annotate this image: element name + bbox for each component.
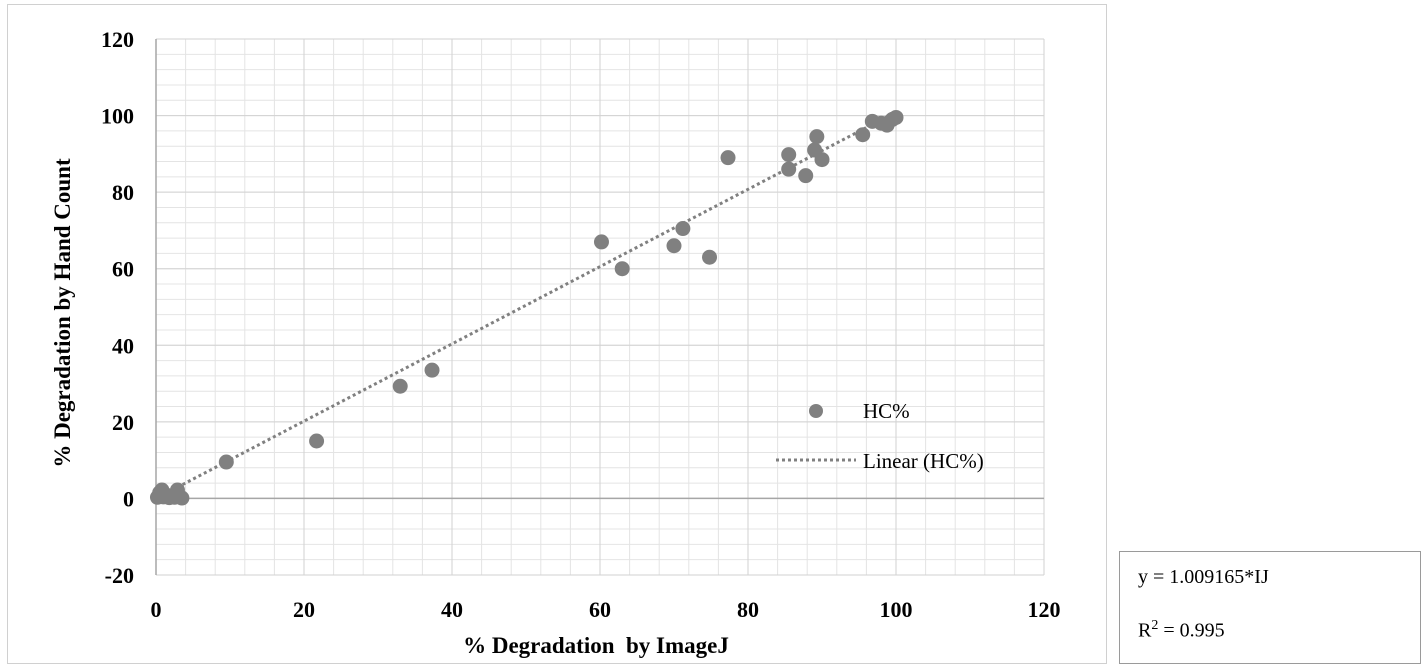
x-tick-label: 100: [880, 597, 913, 622]
legend-marker-hc: [809, 404, 823, 418]
legend-label-hc: HC%: [863, 399, 910, 423]
data-point: [675, 221, 691, 237]
data-point: [593, 234, 609, 250]
trendline-equation-box: y = 1.009165*IJ R2 = 0.995: [1119, 551, 1421, 664]
trendline: [155, 110, 897, 500]
r-squared-exponent: 2: [1151, 618, 1159, 633]
y-axis-title: % Degradation by Hand Count: [50, 158, 75, 468]
data-point: [814, 152, 830, 168]
y-tick-label: 80: [112, 180, 134, 205]
trendline-equation: y = 1.009165*IJ: [1138, 566, 1269, 588]
x-tick-label: 80: [737, 597, 759, 622]
y-tick-label: -20: [105, 563, 134, 588]
chart-frame: 0 20 40 60 80 100 120 -20 0 20 40 60 80 100 120 % Degr…: [7, 4, 1107, 664]
y-tick-label: 0: [123, 486, 134, 511]
data-point: [809, 129, 825, 145]
data-point: [309, 433, 325, 449]
data-point: [392, 378, 408, 394]
x-tick-label: 120: [1028, 597, 1061, 622]
r-squared-label: R2 = 0.995: [1138, 618, 1225, 643]
y-tick-label: 60: [112, 257, 134, 282]
x-tick-label: 0: [151, 597, 162, 622]
data-point: [702, 249, 718, 265]
x-tick-label: 40: [441, 597, 463, 622]
y-tick-label: 100: [101, 104, 134, 129]
r-squared-value: = 0.995: [1163, 619, 1225, 642]
data-point: [174, 490, 190, 506]
scatter-chart: 0 20 40 60 80 100 120 -20 0 20 40 60 80 100 120 % Degr…: [50, 27, 1061, 658]
data-point: [720, 150, 736, 166]
y-tick-label: 120: [101, 27, 134, 52]
tick-labels: 0 20 40 60 80 100 120 -20 0 20 40 60 80 100 120: [101, 27, 1061, 622]
x-axis-title: % Degradation by ImageJ: [463, 633, 729, 658]
legend: HC% Linear (HC%): [776, 399, 984, 473]
y-tick-label: 20: [112, 410, 134, 435]
x-tick-label: 60: [589, 597, 611, 622]
y-tick-label: 40: [112, 333, 134, 358]
data-point: [855, 127, 871, 143]
x-tick-label: 20: [293, 597, 315, 622]
data-point: [781, 147, 797, 163]
data-point: [424, 362, 440, 378]
points-layer: [149, 109, 904, 506]
data-point: [781, 161, 797, 177]
grid-layer: [155, 38, 1045, 576]
data-point: [666, 238, 682, 254]
trend-layer: [155, 110, 897, 500]
legend-label-linear: Linear (HC%): [863, 449, 984, 473]
data-point: [614, 261, 630, 277]
data-point: [888, 109, 904, 125]
data-point: [218, 454, 234, 470]
data-point: [798, 168, 814, 184]
r-squared-symbol: R: [1138, 619, 1152, 642]
